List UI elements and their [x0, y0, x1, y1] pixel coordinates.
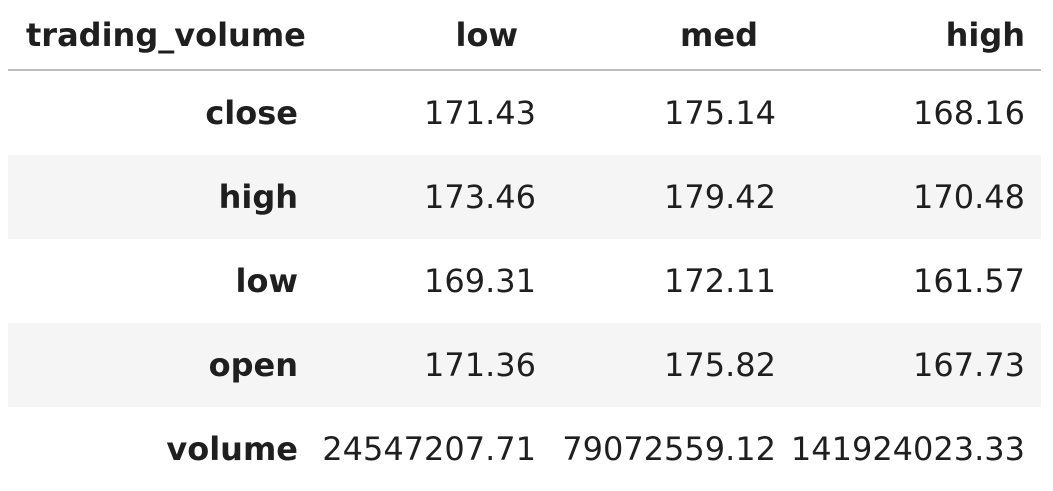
column-header-med: med [536, 0, 776, 71]
row-label: open [208, 346, 298, 384]
table-header: trading_volume low med high [8, 0, 1041, 71]
table-cell: 170.48 [913, 178, 1025, 216]
table-cell: 171.43 [424, 94, 536, 132]
table-cell: 161.57 [913, 262, 1025, 300]
table-cell: 168.16 [913, 94, 1025, 132]
table-cell: 171.36 [424, 346, 536, 384]
dataframe-table: trading_volume low med high close 171.43… [8, 0, 1041, 491]
table-row: low 169.31 172.11 161.57 [8, 239, 1041, 323]
row-label: high [218, 178, 298, 216]
table-row: open 171.36 175.82 167.73 [8, 323, 1041, 407]
table-cell: 79072559.12 [562, 430, 776, 468]
row-label: close [205, 94, 298, 132]
table-cell: 173.46 [424, 178, 536, 216]
column-header-low: low [298, 0, 536, 71]
table-cell: 24547207.71 [322, 430, 536, 468]
header-row: trading_volume low med high [8, 0, 1041, 71]
row-label: volume [166, 430, 298, 468]
table-cell: 141924023.33 [790, 430, 1025, 468]
row-label: low [235, 262, 298, 300]
dataframe-table-container: trading_volume low med high close 171.43… [8, 0, 1041, 491]
table-body: close 171.43 175.14 168.16 high 173.46 1… [8, 70, 1041, 491]
table-row: high 173.46 179.42 170.48 [8, 155, 1041, 239]
table-cell: 175.82 [664, 346, 776, 384]
table-row: close 171.43 175.14 168.16 [8, 70, 1041, 155]
table-cell: 172.11 [664, 262, 776, 300]
table-cell: 167.73 [913, 346, 1025, 384]
table-cell: 169.31 [424, 262, 536, 300]
table-row: volume 24547207.71 79072559.12 141924023… [8, 407, 1041, 491]
column-header-high: high [776, 0, 1041, 71]
table-cell: 179.42 [664, 178, 776, 216]
index-name-header: trading_volume [8, 0, 306, 71]
table-cell: 175.14 [664, 94, 776, 132]
